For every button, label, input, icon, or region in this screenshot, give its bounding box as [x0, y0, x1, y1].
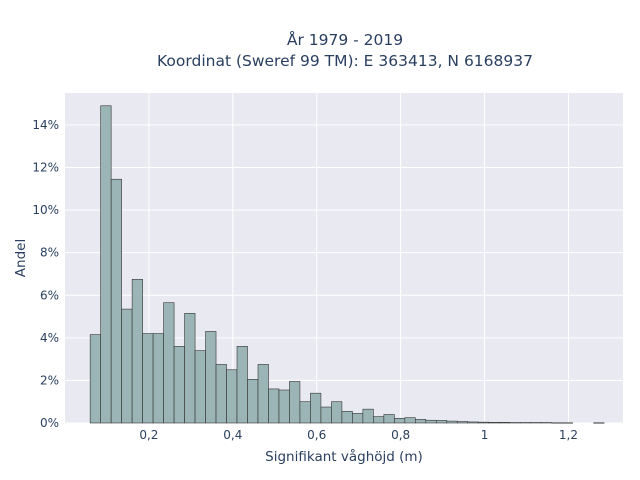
x-tick-label-2: 0,6	[307, 428, 326, 442]
histogram-bar-32	[425, 419, 437, 424]
histogram-bar-37	[477, 421, 490, 424]
histogram-bar-35	[456, 421, 469, 424]
histogram-bar-23	[331, 401, 343, 424]
histogram-bar-29	[394, 418, 406, 424]
histogram-bar-10	[194, 350, 206, 424]
chart-title-line1: År 1979 - 2019	[287, 30, 403, 49]
histogram-bar-16	[257, 364, 269, 424]
histogram-bar-25	[352, 413, 364, 424]
y-axis-ticks: 0% 2% 4% 6% 8% 10% 12% 14%	[32, 118, 59, 430]
x-tick-label-0: 0,2	[139, 428, 158, 442]
y-tick-label-5: 10%	[32, 203, 59, 217]
histogram-bar-15	[247, 379, 259, 424]
histogram-bar-6	[152, 333, 164, 424]
histogram-bar-20	[299, 401, 311, 424]
x-tick-label-3: 0,8	[391, 428, 410, 442]
histogram-bar-31	[415, 419, 427, 424]
y-tick-label-3: 6%	[40, 288, 59, 302]
histogram-bar-7	[163, 302, 175, 424]
x-tick-label-1: 0,4	[223, 428, 242, 442]
histogram-bar-4	[131, 278, 143, 424]
histogram-bar-30	[404, 417, 416, 424]
x-axis-label: Signifikant våghöjd (m)	[265, 448, 423, 465]
x-axis-ticks: 0,2 0,4 0,6 0,8 1 1,2	[139, 428, 578, 442]
y-tick-label-0: 0%	[40, 416, 59, 430]
histogram-bar-13	[226, 369, 238, 424]
histogram-bar-22	[320, 406, 332, 424]
x-tick-label-4: 1	[481, 428, 489, 442]
histogram-bar-3	[121, 308, 133, 424]
y-tick-label-2: 4%	[40, 331, 59, 345]
histogram-bar-38	[488, 422, 500, 424]
histogram-bar-14	[236, 346, 248, 424]
histogram-bar-12	[215, 364, 227, 424]
y-tick-label-1: 2%	[40, 373, 59, 387]
histogram-bar-18	[278, 389, 290, 424]
histogram-bar-5	[142, 333, 154, 424]
y-tick-label-7: 14%	[32, 118, 59, 132]
histogram-bar-11	[205, 331, 217, 424]
histogram-bar-9	[184, 313, 196, 424]
histogram-bar-21	[310, 392, 322, 424]
chart-title-line2: Koordinat (Sweref 99 TM): E 363413, N 61…	[157, 52, 533, 70]
histogram-bar-17	[268, 388, 280, 424]
histogram-bar-39	[498, 422, 511, 424]
histogram-bar-36	[467, 421, 479, 424]
histogram-bar-2	[110, 178, 122, 424]
y-tick-label-4: 8%	[40, 246, 59, 260]
histogram-bar-26	[362, 408, 374, 424]
histogram-bar-1	[100, 105, 112, 424]
histogram-bar-33	[436, 420, 448, 424]
histogram-bars	[89, 105, 605, 424]
x-tick-label-5: 1,2	[559, 428, 578, 442]
histogram-bar-27	[373, 416, 385, 424]
y-axis-label: Andel	[13, 239, 29, 277]
histogram-bar-24	[341, 410, 353, 424]
histogram-bar-34	[446, 420, 458, 424]
histogram-bar-0	[89, 334, 101, 424]
histogram-bar-28	[383, 414, 395, 424]
y-tick-label-6: 12%	[32, 161, 59, 175]
histogram-bar-19	[289, 381, 301, 424]
histogram-bar-8	[173, 346, 185, 424]
